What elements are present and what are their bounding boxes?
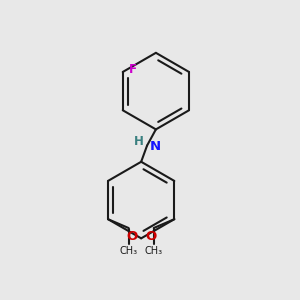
Text: O: O <box>145 230 156 243</box>
Text: H: H <box>134 135 144 148</box>
Text: N: N <box>150 140 161 153</box>
Text: O: O <box>126 230 137 243</box>
Text: F: F <box>129 62 137 76</box>
Text: CH₃: CH₃ <box>120 246 138 256</box>
Text: CH₃: CH₃ <box>145 246 163 256</box>
